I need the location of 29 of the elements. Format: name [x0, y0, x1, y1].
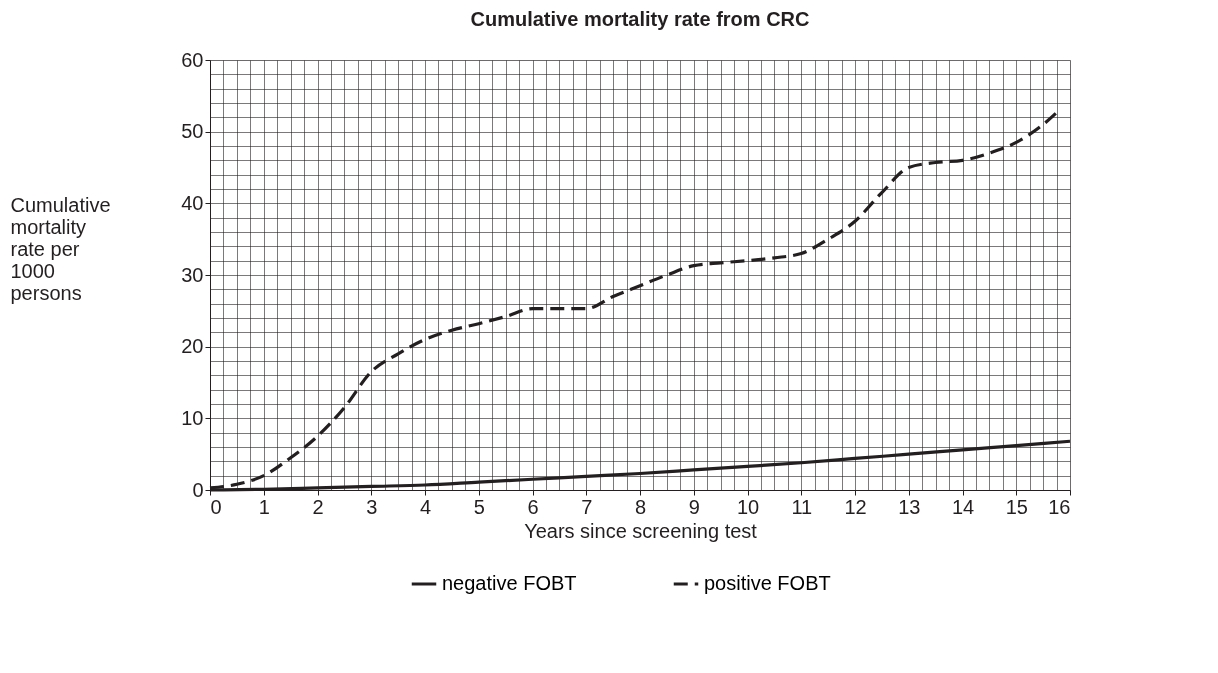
x-tick-label: 11 — [791, 495, 813, 518]
x-tick-label: 7 — [581, 495, 593, 518]
y-tick-label: 60 — [181, 48, 204, 71]
x-tick-label: 0 — [210, 495, 222, 518]
x-tick-label: 1 — [258, 495, 270, 518]
x-tick-label: 9 — [688, 495, 700, 518]
y-tick-label: 0 — [192, 478, 204, 501]
x-tick-label: 6 — [527, 495, 539, 518]
x-tick-label: 10 — [736, 495, 760, 518]
x-tick-label: 13 — [898, 495, 921, 518]
y-tick-label: 30 — [181, 263, 204, 286]
legend-label: negative FOBT — [442, 572, 577, 594]
x-tick-label: 8 — [634, 495, 647, 518]
y-tick-label: 20 — [181, 335, 204, 358]
x-tick-label: 3 — [366, 495, 378, 518]
chart-title: Cumulative mortality rate from CRC — [470, 8, 810, 30]
x-tick-label: 15 — [1005, 495, 1028, 518]
legend-label: positive FOBT — [704, 572, 831, 594]
x-tick-label: 16 — [1048, 495, 1071, 518]
x-tick-label: 2 — [312, 495, 324, 518]
y-tick-label: 50 — [181, 120, 204, 143]
x-tick-label: 12 — [844, 495, 867, 518]
x-tick-label: 14 — [951, 495, 975, 518]
x-axis-title: Years since screening test — [524, 519, 758, 542]
x-tick-label: 5 — [473, 495, 485, 518]
x-tick-label: 4 — [419, 495, 432, 518]
y-axis-title: Cumulative mortality rate per 1000 persons — [10, 193, 111, 304]
y-tick-label: 40 — [181, 191, 204, 214]
y-tick-label: 10 — [181, 406, 204, 429]
